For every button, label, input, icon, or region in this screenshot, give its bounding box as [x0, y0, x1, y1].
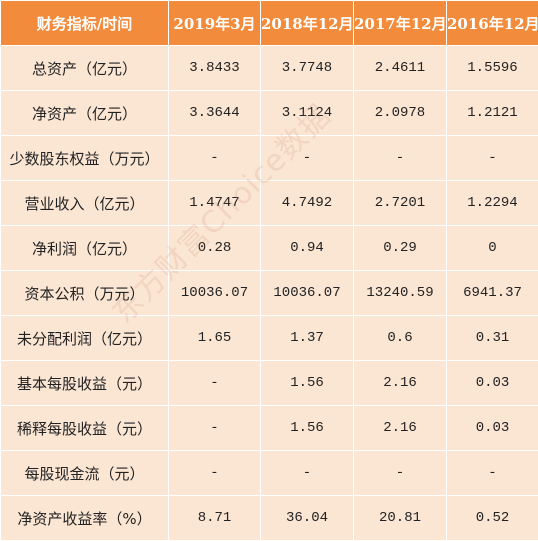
table-cell: 1.5596 — [446, 45, 538, 91]
table-cell: 3.1124 — [260, 90, 354, 136]
table-cell: 0.03 — [446, 405, 538, 451]
table-cell: 2.16 — [353, 360, 447, 406]
header-period: 2016年12月 — [446, 0, 538, 46]
table-cell: 0.31 — [446, 315, 538, 361]
table-cell: 6941.37 — [446, 270, 538, 316]
table-cell: 2.0978 — [353, 90, 447, 136]
header-indicator-time: 财务指标/时间 — [0, 0, 169, 46]
table-cell: - — [168, 135, 261, 181]
table-cell: - — [446, 135, 538, 181]
table-cell: 0.94 — [260, 225, 354, 271]
table-cell: 1.65 — [168, 315, 261, 361]
table-cell: 1.56 — [260, 405, 354, 451]
table-row: 稀释每股收益（元） -1.56 2.16 0.03 — [0, 405, 538, 451]
row-label: 营业收入（亿元） — [0, 180, 169, 226]
row-label: 总资产（亿元） — [0, 45, 169, 91]
table-cell: - — [260, 135, 354, 181]
table-cell: 10036.07 — [168, 270, 261, 316]
header-period: 2017年12月 — [353, 0, 447, 46]
table-cell: 0 — [446, 225, 538, 271]
table-cell: 3.7748 — [260, 45, 354, 91]
table-cell: - — [168, 360, 261, 406]
table-row: 未分配利润（亿元） 1.65 1.37 0.6 0.31 — [0, 315, 538, 361]
table-cell: - — [168, 405, 261, 451]
table-cell: 3.3644 — [168, 90, 261, 136]
table-cell: 10036.07 — [260, 270, 354, 316]
table-cell: 36.04 — [260, 495, 354, 541]
row-label: 未分配利润（亿元） — [0, 315, 169, 361]
table-row: 总资产（亿元） 3.8433 3.7748 2.4611 1.5596 — [0, 45, 538, 91]
table-cell: 1.37 — [260, 315, 354, 361]
table-row: 每股现金流（元） - - - - — [0, 450, 538, 496]
header-period: 2018年12月 — [260, 0, 354, 46]
table-cell: 4.7492 — [260, 180, 354, 226]
header-row: 财务指标/时间 2019年3月 2018年12月 2017年12月 2016年1… — [0, 0, 538, 46]
row-label: 稀释每股收益（元） — [0, 405, 169, 451]
table-cell: 2.7201 — [353, 180, 447, 226]
table-cell: 0.29 — [353, 225, 447, 271]
row-label: 基本每股收益（元） — [0, 360, 169, 406]
table-row: 基本每股收益（元） -1.56 2.16 0.03 — [0, 360, 538, 406]
row-label: 少数股东权益（万元） — [0, 135, 169, 181]
table-cell: - — [168, 450, 261, 496]
table-cell: 1.4747 — [168, 180, 261, 226]
table-cell: 8.71 — [168, 495, 261, 541]
row-label: 净资产收益率（%） — [0, 495, 169, 541]
table-cell: 0.6 — [353, 315, 447, 361]
table-cell: 0.03 — [446, 360, 538, 406]
header-period: 2019年3月 — [168, 0, 261, 46]
table-row: 净资产（亿元） 3.3644 3.1124 2.0978 1.2121 — [0, 90, 538, 136]
table-cell: 2.4611 — [353, 45, 447, 91]
table-cell: - — [353, 135, 447, 181]
table-row: 净利润（亿元） 0.28 0.94 0.29 0 — [0, 225, 538, 271]
table-cell: 2.16 — [353, 405, 447, 451]
table-row: 净资产收益率（%） 8.71 36.04 20.81 0.52 — [0, 495, 538, 541]
table-row: 营业收入（亿元） 1.4747 4.7492 2.7201 1.2294 — [0, 180, 538, 226]
table-cell: 0.28 — [168, 225, 261, 271]
row-label: 净资产（亿元） — [0, 90, 169, 136]
table-row: 资本公积（万元） 10036.07 10036.07 13240.59 6941.37 — [0, 270, 538, 316]
row-label: 资本公积（万元） — [0, 270, 169, 316]
table-cell: 1.2294 — [446, 180, 538, 226]
table-cell: 13240.59 — [353, 270, 447, 316]
table-cell: 3.8433 — [168, 45, 261, 91]
table-cell: 0.52 — [446, 495, 538, 541]
table-cell: 1.56 — [260, 360, 354, 406]
table-cell: - — [446, 450, 538, 496]
row-label: 每股现金流（元） — [0, 450, 169, 496]
table-cell: 20.81 — [353, 495, 447, 541]
table-cell: - — [260, 450, 354, 496]
table-row: 少数股东权益（万元） - - - - — [0, 135, 538, 181]
table-cell: 1.2121 — [446, 90, 538, 136]
table-cell: - — [353, 450, 447, 496]
row-label: 净利润（亿元） — [0, 225, 169, 271]
